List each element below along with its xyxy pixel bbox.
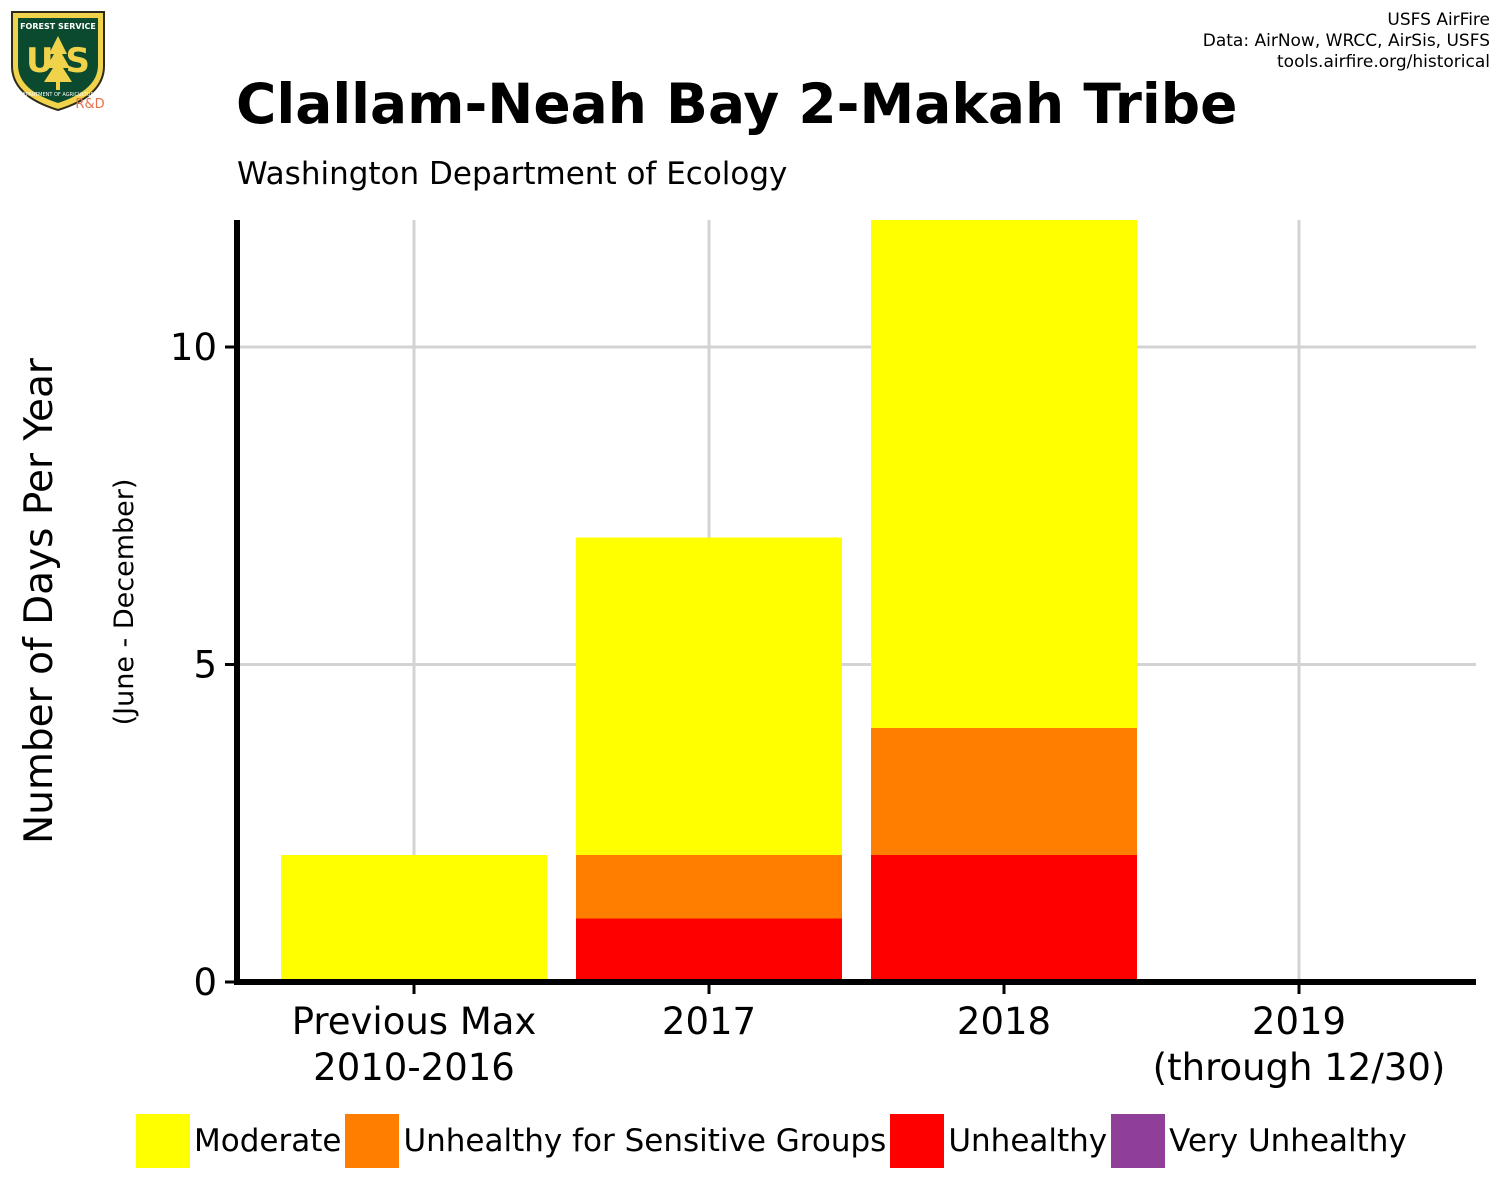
legend-item: Moderate	[136, 1114, 345, 1168]
legend-label: Very Unhealthy	[1169, 1123, 1407, 1159]
x-tick-label: (through 12/30)	[1153, 1046, 1446, 1089]
chart-title: Clallam-Neah Bay 2-Makah Tribe	[236, 72, 1238, 136]
logo-tag: R&D	[75, 97, 104, 112]
bar-segment	[871, 728, 1137, 855]
legend-item: Very Unhealthy	[1111, 1114, 1411, 1168]
legend-item: Unhealthy	[890, 1114, 1111, 1168]
x-tick-label: 2019	[1252, 1000, 1346, 1043]
y-tick-label: 10	[170, 326, 217, 369]
legend-label: Unhealthy for Sensitive Groups	[403, 1123, 887, 1159]
legend: Moderate Unhealthy for Sensitive Groups Un…	[136, 1114, 1411, 1168]
axes	[225, 220, 1476, 994]
bar-segment	[576, 918, 842, 982]
x-tick-label: 2017	[662, 1000, 756, 1043]
bar-segment	[576, 855, 842, 919]
legend-swatch	[345, 1114, 400, 1168]
credits-line-2: Data: AirNow, WRCC, AirSis, USFS	[1202, 31, 1490, 51]
bar-segment	[576, 537, 842, 855]
bars	[281, 220, 1137, 982]
credits: USFS AirFire Data: AirNow, WRCC, AirSis,…	[1203, 10, 1490, 73]
legend-swatch	[136, 1114, 190, 1168]
legend-swatch	[890, 1114, 945, 1168]
x-tick-label: 2010-2016	[313, 1046, 515, 1089]
bar-segment	[281, 855, 547, 982]
x-tick-label: 2018	[957, 1000, 1051, 1043]
bar-segment	[871, 220, 1137, 728]
usfs-logo: FOREST SERVICE U S DEPARTMENT OF AGRICUL…	[6, 8, 110, 116]
logo-bottom-text: DEPARTMENT OF AGRICULTURE	[19, 92, 97, 98]
y-axis-subtitle: (June - December)	[109, 479, 140, 726]
credits-line-3: tools.airfire.org/historical	[1277, 52, 1490, 72]
y-tick-label: 5	[193, 644, 217, 687]
y-tick-label: 0	[193, 961, 217, 1004]
y-axis-title: Number of Days Per Year	[17, 357, 62, 844]
logo-top-text: FOREST SERVICE	[20, 22, 96, 31]
legend-swatch	[1111, 1114, 1166, 1168]
x-tick-label: Previous Max	[292, 1000, 537, 1043]
credits-line-1: USFS AirFire	[1387, 10, 1490, 30]
legend-label: Unhealthy	[948, 1123, 1108, 1159]
bar-segment	[871, 855, 1137, 982]
chart-subtitle: Washington Department of Ecology	[237, 156, 788, 192]
legend-label: Moderate	[194, 1123, 342, 1159]
legend-item: Unhealthy for Sensitive Groups	[345, 1114, 890, 1168]
